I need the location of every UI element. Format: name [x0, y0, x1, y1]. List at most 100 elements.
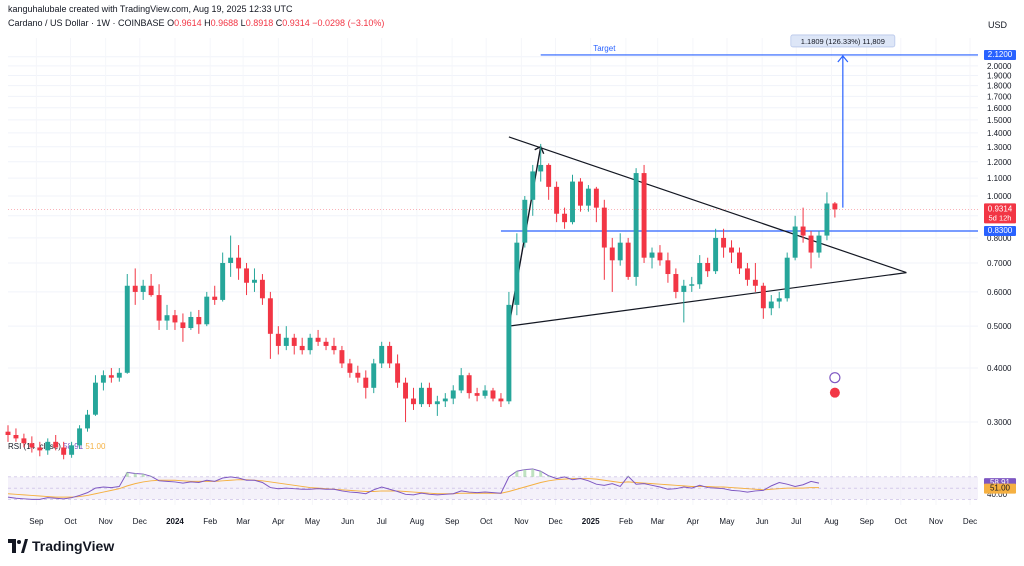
candle-up: [283, 337, 289, 346]
candle-down: [609, 247, 615, 261]
candle-down: [665, 260, 671, 275]
symbol-name[interactable]: Cardano / US Dollar · 1W · COINBASE: [8, 18, 165, 28]
price-tick-label: 2.0000: [987, 62, 1012, 71]
candle-up: [450, 390, 456, 399]
candle-down: [737, 252, 742, 269]
rsi-band: [8, 476, 978, 500]
price-tick-label: 2.1000: [987, 53, 1012, 62]
time-tick-label: Aug: [824, 517, 838, 526]
time-tick-label: 2024: [166, 517, 184, 526]
candle-up: [116, 372, 122, 378]
candle-down: [593, 188, 599, 208]
candle-up: [220, 262, 226, 300]
tradingview-logo[interactable]: TradingView: [8, 538, 114, 554]
candle-down: [625, 242, 631, 277]
candle-up: [188, 316, 194, 329]
price-tick-label: 1.2000: [987, 158, 1012, 167]
candle-up: [140, 285, 146, 292]
candle-down: [577, 181, 583, 206]
candle-up: [371, 363, 377, 388]
current-price-tag-bg: [984, 203, 1016, 224]
target-price-tag: 2.1200: [988, 50, 1013, 59]
low-label: L: [240, 18, 246, 28]
price-tick-label: 0.4000: [987, 364, 1012, 373]
low-value: 0.8918: [245, 18, 274, 28]
candle-up: [164, 315, 170, 321]
price-tick-label: 0.3000: [987, 418, 1012, 427]
time-tick-label: Dec: [133, 517, 147, 526]
price-tick-label: 0.7000: [987, 259, 1012, 268]
candle-up: [482, 390, 488, 396]
candle-up: [124, 285, 130, 373]
rsi-legend: RSI (14, close) 58.91 51.00: [8, 442, 105, 451]
candle-down: [673, 274, 679, 292]
rsi-label[interactable]: RSI (14, close): [8, 442, 61, 451]
candle-up: [204, 296, 210, 325]
candle-up: [649, 252, 655, 258]
candle-down: [474, 393, 480, 396]
rsi-ma-legend-value: 51.00: [85, 442, 106, 451]
candle-up: [514, 242, 520, 305]
time-tick-label: Dec: [548, 517, 562, 526]
symbol-legend: Cardano / US Dollar · 1W · COINBASE O0.9…: [8, 18, 384, 28]
time-tick-label: Oct: [64, 517, 77, 526]
candle-down: [705, 262, 711, 272]
rsi-line: [7, 468, 820, 500]
candle-up: [538, 164, 544, 172]
triangle-lower-trendline: [508, 272, 907, 327]
candle-down: [490, 390, 496, 399]
measure-label-text: 1.1809 (126.33%) 11,809: [801, 37, 885, 46]
candle-up: [768, 301, 774, 309]
candle-down: [212, 296, 218, 300]
time-tick-label: Nov: [514, 517, 528, 526]
price-tick-label: 1.9000: [987, 72, 1012, 81]
price-tick-label: 0.9000: [987, 212, 1012, 221]
time-tick-label: Oct: [895, 517, 908, 526]
candle-down: [363, 377, 369, 388]
rsi-legend-value: 58.91: [63, 442, 84, 451]
candle-down: [275, 333, 281, 346]
candle-down: [721, 237, 727, 248]
open-value: 0.9614: [174, 18, 202, 28]
rsi-ma-value-tag-bg: [984, 483, 1016, 494]
currency-label[interactable]: USD: [988, 20, 1008, 30]
candle-down: [641, 173, 647, 258]
price-tick-label: 0.8000: [987, 234, 1012, 243]
countdown-tag: 5d 12h: [989, 213, 1012, 222]
candle-up: [713, 237, 719, 272]
price-tick-label: 0.6000: [987, 288, 1012, 297]
candle-up: [530, 171, 536, 200]
candle-down: [148, 285, 154, 296]
time-tick-label: Mar: [236, 517, 250, 526]
candle-down: [601, 207, 607, 248]
time-tick-label: Sep: [29, 517, 44, 526]
candle-down: [752, 279, 758, 286]
open-label: O: [167, 18, 175, 28]
rsi-ma-line: [7, 478, 819, 498]
candle-up: [442, 398, 448, 402]
price-tick-label: 1.4000: [987, 129, 1012, 138]
candle-up: [681, 285, 687, 292]
candle-up: [824, 203, 830, 236]
triangle-upper-trendline: [508, 136, 907, 274]
support-price-tag-bg: [984, 226, 1016, 237]
candle-up: [100, 375, 106, 383]
candle-down: [244, 268, 249, 283]
support-price-tag: 0.8300: [988, 226, 1013, 235]
time-tick-label: Aug: [410, 517, 424, 526]
candle-down: [339, 350, 345, 364]
candle-down: [403, 382, 409, 399]
candle-down: [554, 186, 560, 214]
candle-down: [196, 316, 202, 325]
price-tick-label: 1.8000: [987, 82, 1012, 91]
candle-down: [411, 398, 416, 405]
close-label: C: [275, 18, 283, 28]
candle-down: [5, 431, 11, 435]
candle-down: [299, 345, 305, 351]
target-level-label: Target: [593, 44, 616, 53]
candle-down: [259, 279, 265, 299]
time-tick-label: Nov: [929, 517, 943, 526]
candle-down: [347, 363, 353, 373]
candle-down: [466, 375, 472, 394]
